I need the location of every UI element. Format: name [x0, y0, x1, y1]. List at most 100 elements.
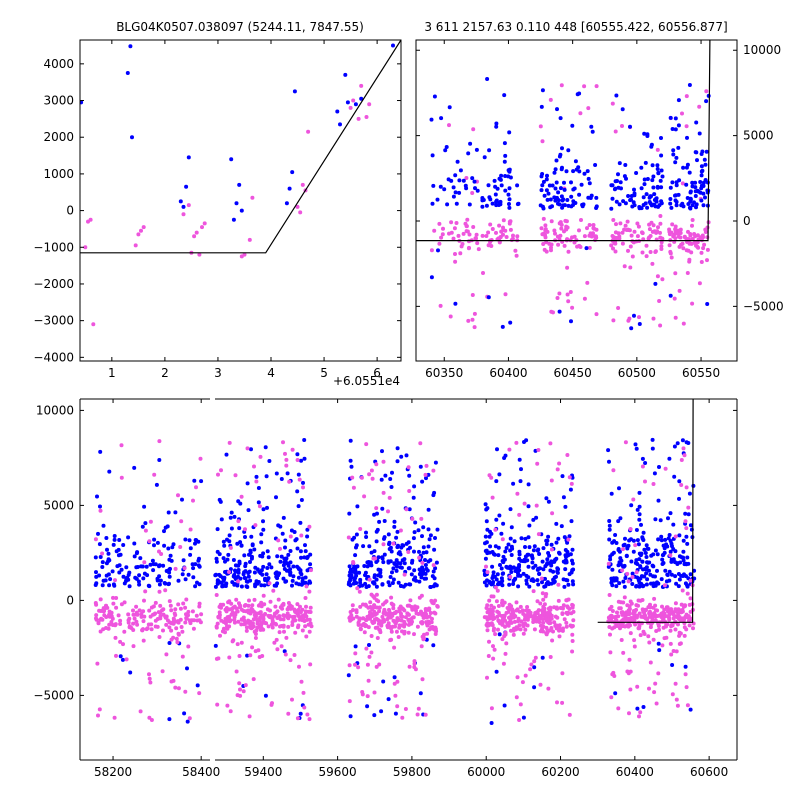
data-point: [236, 563, 241, 568]
data-point: [423, 712, 428, 717]
data-point: [532, 685, 537, 690]
data-point: [112, 537, 117, 542]
data-point: [188, 527, 193, 532]
data-point: [621, 650, 626, 655]
data-point: [565, 292, 570, 297]
data-point: [532, 659, 537, 664]
data-point: [703, 162, 708, 167]
data-point: [607, 459, 611, 464]
data-point: [677, 244, 682, 249]
data-point: [668, 628, 673, 633]
data-point: [374, 539, 379, 544]
data-point: [701, 184, 706, 188]
data-point: [669, 230, 674, 235]
data-point: [429, 248, 434, 253]
data-point: [426, 507, 431, 512]
data-point: [353, 566, 358, 571]
data-point: [369, 468, 374, 473]
data-point: [412, 665, 417, 670]
data-point: [229, 526, 234, 531]
data-point: [676, 572, 681, 576]
data-point: [266, 555, 271, 560]
data-point: [244, 625, 249, 630]
data-point: [607, 537, 612, 542]
data-point: [298, 210, 303, 215]
data-point: [497, 472, 502, 477]
data-point: [488, 544, 493, 549]
data-point: [290, 583, 294, 588]
data-point: [702, 157, 707, 162]
data-point: [119, 567, 124, 572]
data-point: [549, 613, 554, 618]
data-point: [614, 584, 619, 589]
data-point: [684, 526, 689, 531]
data-point: [387, 583, 392, 588]
data-point: [265, 607, 270, 612]
data-point: [358, 527, 363, 531]
data-point: [649, 144, 654, 149]
data-point: [681, 165, 686, 170]
data-point: [254, 479, 259, 484]
data-point: [482, 580, 487, 585]
data-point: [550, 511, 555, 516]
data-point: [698, 190, 703, 195]
data-point: [288, 606, 293, 611]
data-point: [163, 588, 168, 593]
data-point: [389, 485, 394, 489]
data-point: [463, 183, 468, 188]
data-point: [367, 643, 371, 647]
data-point: [261, 593, 266, 598]
data-point: [143, 589, 148, 594]
data-point: [132, 541, 137, 546]
data-point: [609, 580, 614, 585]
data-point: [94, 574, 99, 579]
data-point: [538, 682, 543, 687]
data-point: [497, 201, 502, 205]
data-point: [247, 598, 251, 603]
data-point: [594, 84, 599, 89]
data-point: [162, 543, 167, 548]
data-point: [253, 636, 258, 640]
data-point: [504, 546, 509, 550]
data-point: [484, 583, 489, 588]
data-point: [501, 661, 506, 666]
data-point: [705, 225, 710, 230]
data-point: [669, 652, 674, 657]
data-point: [633, 543, 638, 548]
y-tick-label: 5000: [743, 129, 774, 143]
data-point: [121, 543, 126, 547]
data-point: [524, 573, 529, 578]
data-point: [515, 626, 520, 631]
data-point: [396, 635, 401, 639]
data-point: [349, 464, 354, 469]
data-point: [705, 180, 710, 185]
data-point: [569, 570, 574, 575]
data-point: [246, 574, 251, 579]
data-point: [674, 183, 679, 188]
data-point: [186, 609, 191, 614]
data-point: [426, 544, 431, 549]
data-point: [650, 261, 655, 266]
data-point: [610, 626, 615, 631]
data-point: [686, 441, 691, 445]
data-point: [449, 178, 454, 183]
data-point: [193, 541, 197, 546]
data-point: [455, 159, 460, 164]
data-point: [668, 249, 673, 254]
data-point: [434, 583, 439, 588]
data-point: [522, 440, 526, 444]
data-point: [642, 632, 647, 636]
data-point: [394, 558, 399, 563]
data-point: [565, 198, 570, 202]
data-point: [453, 173, 458, 178]
data-point: [630, 575, 635, 579]
data-point: [673, 236, 678, 241]
data-point: [351, 581, 356, 586]
data-point: [554, 556, 559, 561]
data-point: [563, 504, 568, 509]
data-point: [194, 485, 198, 490]
data-point: [610, 196, 615, 201]
data-point: [629, 559, 634, 564]
data-point: [407, 507, 412, 512]
data-point: [298, 520, 303, 525]
